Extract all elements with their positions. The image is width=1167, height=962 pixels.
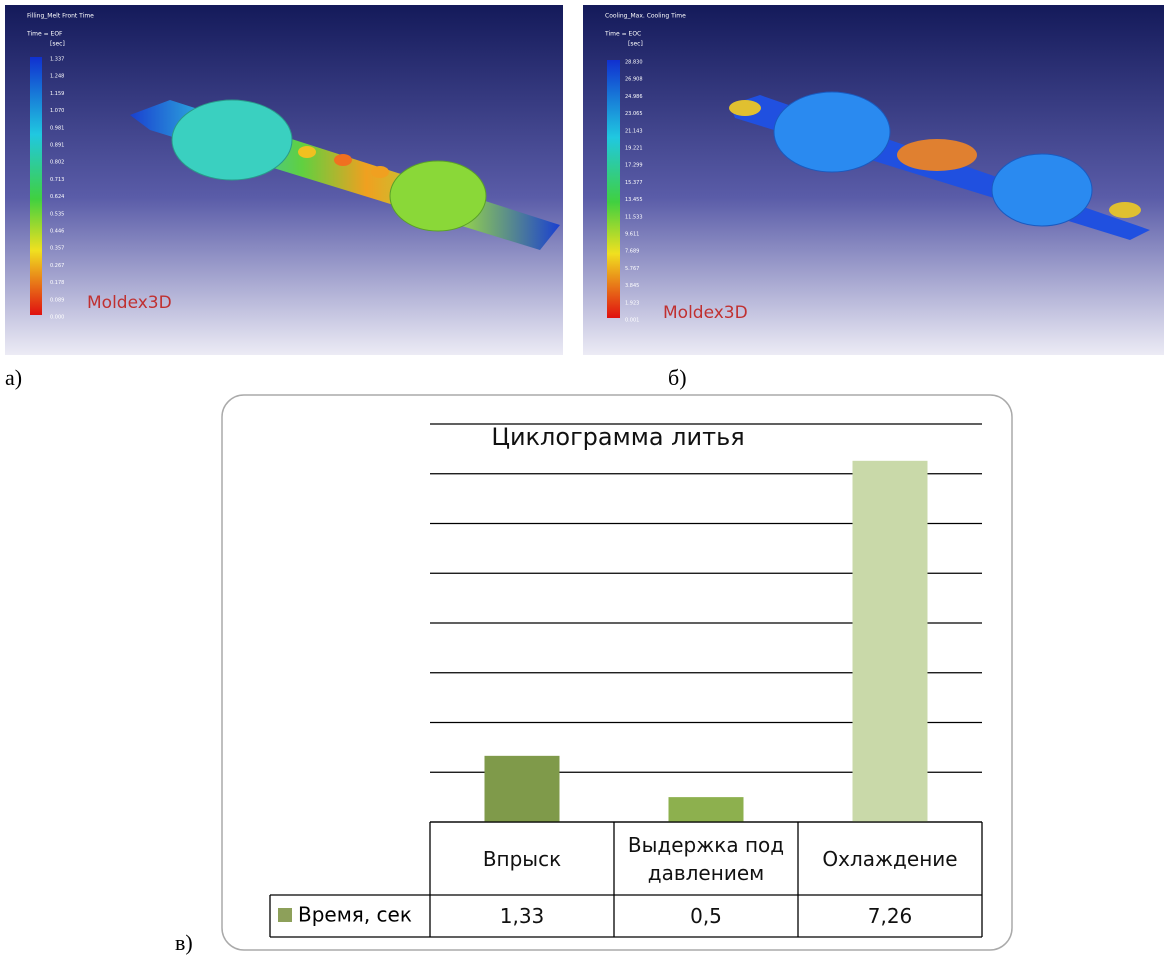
scale-label: 17.299 xyxy=(625,163,643,169)
x-tick-label: Выдержка под давлением xyxy=(618,824,794,894)
scale-label: 0.001 xyxy=(625,318,639,324)
scale-label: 1.070 xyxy=(50,108,64,114)
scale-label: 28.830 xyxy=(625,60,643,66)
scale-label: 15.377 xyxy=(625,180,643,186)
x-tick-label: Охлаждение xyxy=(802,824,978,894)
scale-label: 5.767 xyxy=(625,266,639,272)
part-disc xyxy=(390,161,486,231)
bar xyxy=(853,461,928,822)
scale-label: 0.446 xyxy=(50,229,64,235)
scale-label: 0.089 xyxy=(50,297,64,303)
brand: Moldex3D xyxy=(87,293,172,313)
x-tick-label: Впрыск xyxy=(434,824,610,894)
scale-label: 11.533 xyxy=(625,214,643,220)
scale-label: 0.000 xyxy=(50,315,64,321)
value-label: 7,26 xyxy=(798,896,982,936)
scale-label: 0.624 xyxy=(50,194,64,200)
scale-label: 0.535 xyxy=(50,211,64,217)
scale-label: 21.143 xyxy=(625,128,643,134)
panel-label: а) xyxy=(5,365,22,390)
scale-label: 13.455 xyxy=(625,197,643,203)
scale-label: 26.908 xyxy=(625,77,643,83)
legend-label: Время, сек xyxy=(298,903,412,927)
value-label: 1,33 xyxy=(430,896,614,936)
scale-label: 9.611 xyxy=(625,232,639,238)
x-tick-label: Выдержка под давлением xyxy=(618,824,794,894)
panel-label: б) xyxy=(668,365,687,390)
value-label: 1,33 xyxy=(430,896,614,936)
part-hotspot xyxy=(1109,202,1141,218)
scale-label: 7.689 xyxy=(625,249,639,255)
part-boss xyxy=(298,146,316,158)
result-title: Cooling_Max. Cooling Time xyxy=(605,13,686,20)
chart-title: Циклограмма литья xyxy=(491,423,744,451)
scale-label: 0.267 xyxy=(50,263,64,269)
part-disc xyxy=(774,92,890,172)
scale-label: 19.221 xyxy=(625,146,643,152)
scale-label: 0.802 xyxy=(50,160,64,166)
result-unit: [sec] xyxy=(50,41,65,48)
scale-label: 23.065 xyxy=(625,111,643,117)
bar xyxy=(485,756,560,822)
bar xyxy=(669,797,744,822)
part-hotspot xyxy=(729,100,761,116)
scale-label: 1.923 xyxy=(625,300,639,306)
legend-swatch xyxy=(278,908,292,922)
scale-label: 1.337 xyxy=(50,57,64,63)
part-boss xyxy=(371,166,389,178)
scale-label: 3.845 xyxy=(625,283,639,289)
scale-label: 24.986 xyxy=(625,94,643,100)
result-unit: [sec] xyxy=(628,41,643,48)
brand: Moldex3D xyxy=(663,303,748,323)
value-label: 7,26 xyxy=(798,896,982,936)
result-time: Time = EOF xyxy=(26,31,63,38)
scale-label: 0.178 xyxy=(50,280,64,286)
scale-label: 1.248 xyxy=(50,74,64,80)
panel-label: в) xyxy=(175,930,193,955)
value-label: 0,5 xyxy=(614,896,798,936)
figure: Циклограмма литья в) Filling_Melt Front … xyxy=(0,0,1167,958)
color-bar xyxy=(607,60,620,318)
scale-label: 0.981 xyxy=(50,125,64,131)
result-time: Time = EOC xyxy=(604,31,641,38)
scale-label: 1.159 xyxy=(50,91,64,97)
result-title: Filling_Melt Front Time xyxy=(27,13,94,20)
x-tick-label: Охлаждение xyxy=(802,824,978,894)
value-label: 0,5 xyxy=(614,896,798,936)
part-disc xyxy=(992,154,1092,226)
scale-label: 0.891 xyxy=(50,143,64,149)
part-hotspot xyxy=(897,139,977,171)
scale-label: 0.357 xyxy=(50,246,64,252)
x-tick-label: Впрыск xyxy=(434,824,610,894)
scale-label: 0.713 xyxy=(50,177,64,183)
color-bar xyxy=(30,57,42,315)
part-boss xyxy=(334,154,352,166)
part-disc xyxy=(172,100,292,180)
